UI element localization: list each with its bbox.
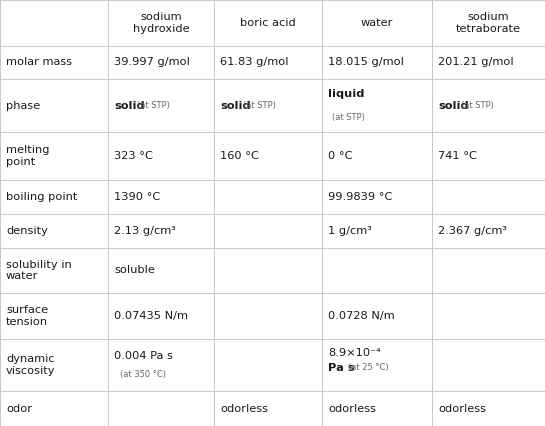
Text: (at STP): (at STP): [461, 101, 494, 110]
Text: soluble: soluble: [114, 265, 155, 275]
Text: 0.004 Pa s: 0.004 Pa s: [114, 351, 173, 360]
Text: 2.367 g/cm³: 2.367 g/cm³: [438, 226, 507, 236]
Text: odorless: odorless: [438, 404, 486, 414]
Text: density: density: [6, 226, 48, 236]
Text: (at 25 °C): (at 25 °C): [348, 363, 389, 372]
Text: boric acid: boric acid: [240, 18, 296, 28]
Text: solubility in
water: solubility in water: [6, 259, 72, 281]
Text: (at STP): (at STP): [332, 113, 365, 122]
Text: 39.997 g/mol: 39.997 g/mol: [114, 58, 190, 67]
Text: 323 °C: 323 °C: [114, 151, 153, 161]
Text: (at STP): (at STP): [137, 101, 170, 110]
Text: solid: solid: [438, 101, 469, 111]
Text: sodium
hydroxide: sodium hydroxide: [132, 12, 189, 34]
Text: water: water: [361, 18, 393, 28]
Text: 0.07435 N/m: 0.07435 N/m: [114, 311, 188, 321]
Text: odor: odor: [6, 404, 32, 414]
Text: odorless: odorless: [220, 404, 268, 414]
Text: (at STP): (at STP): [243, 101, 276, 110]
Text: 160 °C: 160 °C: [220, 151, 259, 161]
Text: dynamic
viscosity: dynamic viscosity: [6, 354, 56, 376]
Text: 18.015 g/mol: 18.015 g/mol: [328, 58, 404, 67]
Text: 741 °C: 741 °C: [438, 151, 477, 161]
Text: 1390 °C: 1390 °C: [114, 192, 160, 202]
Text: boiling point: boiling point: [6, 192, 77, 202]
Text: (at 350 °C): (at 350 °C): [120, 370, 166, 379]
Text: 1 g/cm³: 1 g/cm³: [328, 226, 372, 236]
Text: solid: solid: [220, 101, 251, 111]
Text: solid: solid: [114, 101, 144, 111]
Text: 8.9×10⁻⁴: 8.9×10⁻⁴: [328, 348, 380, 358]
Text: 0.0728 N/m: 0.0728 N/m: [328, 311, 395, 321]
Text: odorless: odorless: [328, 404, 376, 414]
Text: liquid: liquid: [328, 89, 365, 99]
Text: sodium
tetraborate: sodium tetraborate: [456, 12, 521, 34]
Text: 99.9839 °C: 99.9839 °C: [328, 192, 392, 202]
Text: surface
tension: surface tension: [6, 305, 48, 327]
Text: melting
point: melting point: [6, 145, 50, 167]
Text: 201.21 g/mol: 201.21 g/mol: [438, 58, 513, 67]
Text: 0 °C: 0 °C: [328, 151, 353, 161]
Text: 61.83 g/mol: 61.83 g/mol: [220, 58, 288, 67]
Text: 2.13 g/cm³: 2.13 g/cm³: [114, 226, 176, 236]
Text: molar mass: molar mass: [6, 58, 72, 67]
Text: Pa s: Pa s: [328, 363, 355, 373]
Text: phase: phase: [6, 101, 40, 111]
